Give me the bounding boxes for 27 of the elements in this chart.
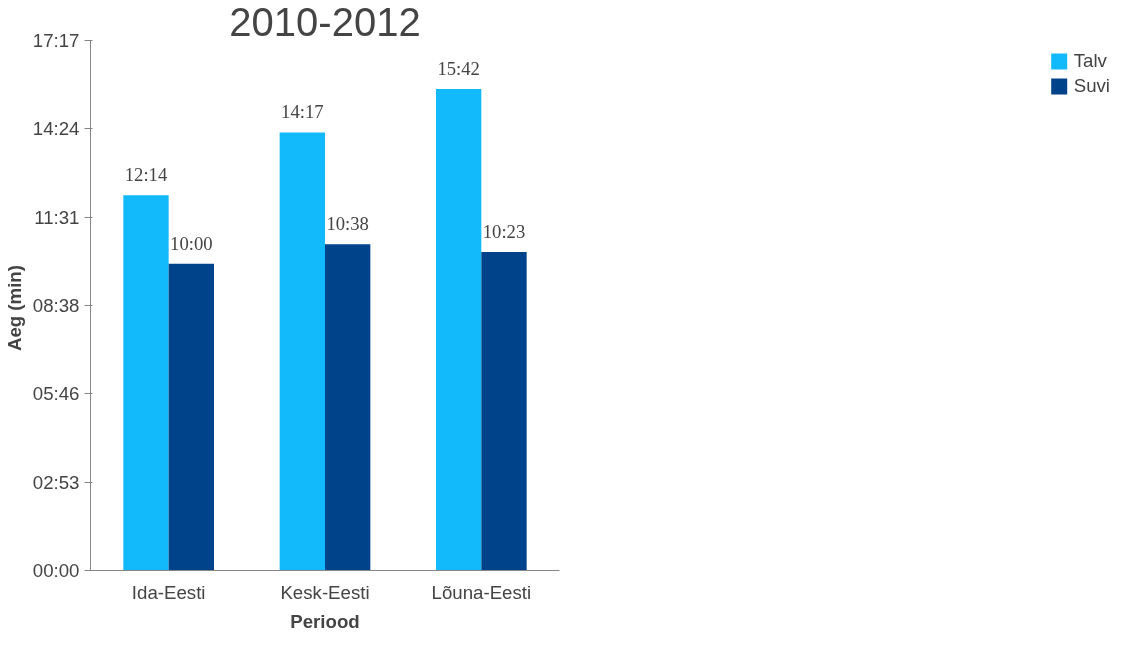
bar — [481, 252, 527, 571]
chart-title: 2010-2012 — [229, 0, 421, 44]
data-label: 10:00 — [170, 232, 213, 254]
x-axis-title: Periood — [290, 610, 360, 632]
y-tick-label: 08:38 — [32, 295, 80, 316]
x-tick-label: Kesk-Eesti — [280, 581, 370, 603]
data-label: 12:14 — [124, 164, 168, 186]
legend-label: Talv — [1073, 50, 1107, 72]
data-label: 15:42 — [437, 57, 480, 79]
legend-label: Suvi — [1073, 75, 1110, 97]
y-axis-title: Aeg (min) — [3, 265, 25, 352]
bar — [325, 244, 371, 571]
data-label: 10:23 — [482, 221, 526, 243]
y-tick-label: 11:31 — [34, 206, 80, 228]
bar — [123, 195, 169, 571]
y-tick-label: 14:24 — [32, 118, 80, 140]
y-tick-label: 00:00 — [32, 560, 80, 581]
bar — [279, 132, 325, 571]
bar — [168, 263, 214, 571]
y-tick-label: 02:53 — [32, 471, 80, 493]
data-label: 14:17 — [281, 101, 324, 123]
data-label: 10:38 — [326, 213, 369, 235]
y-tick-label: 17:17 — [32, 30, 80, 51]
x-tick-label: Lõuna-Eesti — [431, 581, 532, 603]
bar — [436, 88, 482, 571]
x-tick-label: Ida-Eesti — [131, 581, 206, 603]
y-tick-label: 05:46 — [32, 383, 80, 405]
